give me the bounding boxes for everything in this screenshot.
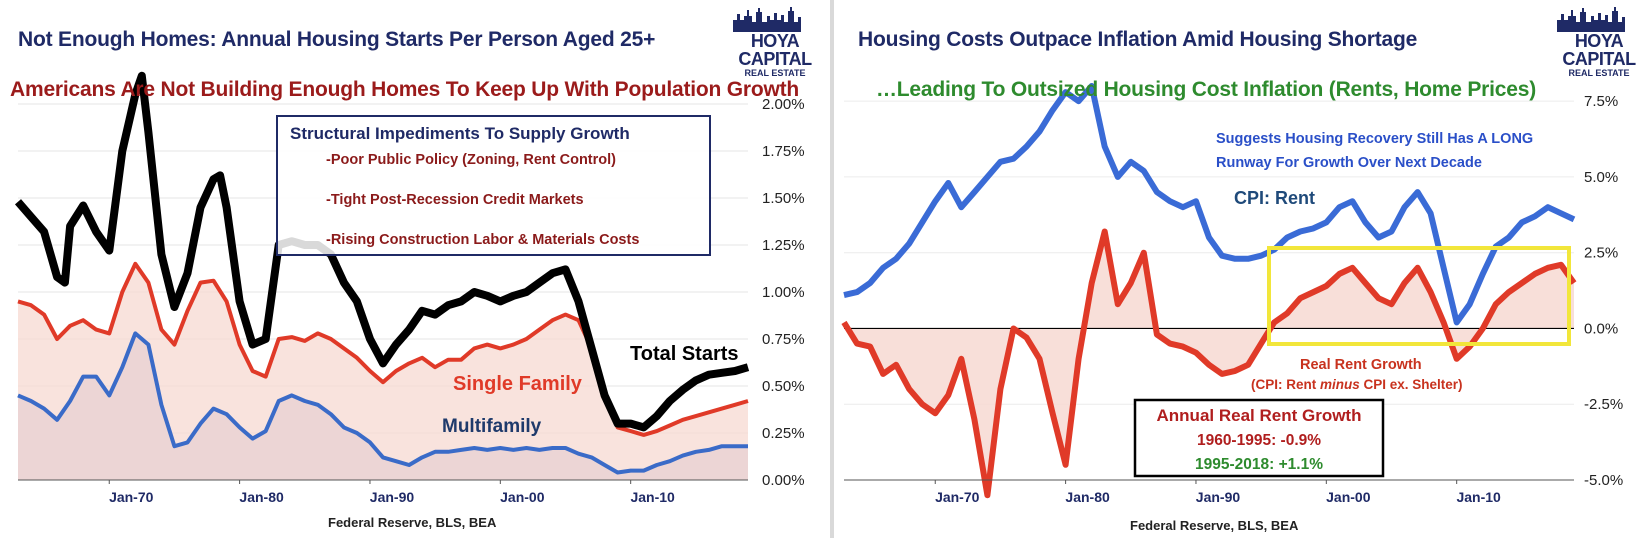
y-tick-label: 7.5%: [1584, 93, 1618, 110]
impediments-callout-box: [276, 115, 711, 256]
right-chart-panel: Housing Costs Outpace Inflation Amid Hou…: [834, 0, 1650, 538]
highlight-box: [1267, 246, 1571, 346]
right-chart-subtitle: …Leading To Outsized Housing Cost Inflat…: [876, 78, 1537, 101]
left-chart-panel: Not Enough Homes: Annual Housing Starts …: [10, 6, 822, 530]
real-rent-sub-label: (CPI: Rent minus CPI ex. Shelter): [1251, 377, 1463, 392]
skyline-icon: [733, 7, 801, 32]
y-tick-label: 5.0%: [1584, 169, 1618, 186]
callout-title: Structural Impediments To Supply Growth: [290, 124, 630, 143]
callout-item: -Rising Construction Labor & Materials C…: [326, 232, 639, 248]
x-tick-label: Jan-80: [239, 489, 284, 505]
box-line1: 1960-1995: -0.9%: [1197, 432, 1321, 449]
y-tick-label: -2.5%: [1584, 396, 1623, 413]
real-rent-sub-b: minus: [1320, 377, 1360, 392]
box-title: Annual Real Rent Growth: [1157, 406, 1362, 425]
y-tick-label: 0.00%: [762, 472, 805, 489]
x-tick-label: Jan-70: [109, 489, 154, 505]
x-tick-label: Jan-00: [500, 489, 545, 505]
y-tick-label: 0.50%: [762, 378, 805, 395]
hoya-capital-logo: HOYA CAPITAL REAL ESTATE: [1552, 6, 1646, 78]
recovery-note-line2: Runway For Growth Over Next Decade: [1216, 155, 1482, 171]
logo-line2: REAL ESTATE: [744, 68, 806, 78]
right-chart-title: Housing Costs Outpace Inflation Amid Hou…: [858, 28, 1418, 51]
callout-item: -Poor Public Policy (Zoning, Rent Contro…: [326, 152, 616, 168]
x-tick-label: Jan-90: [370, 489, 415, 505]
skyline-icon: [1557, 7, 1625, 32]
left-source-note: Federal Reserve, BLS, BEA: [328, 515, 497, 530]
real-rent-sub-c: CPI ex. Shelter): [1360, 377, 1463, 392]
y-tick-label: 0.0%: [1584, 320, 1618, 337]
y-tick-label: 2.5%: [1584, 245, 1618, 262]
right-source-note: Federal Reserve, BLS, BEA: [1130, 518, 1299, 533]
real-rent-label: Real Rent Growth: [1300, 357, 1422, 373]
single-family-label: Single Family: [453, 373, 583, 395]
single-family-line: [17, 261, 749, 437]
x-tick-label: Jan-00: [1326, 489, 1371, 505]
x-tick-label: Jan-80: [1065, 489, 1110, 505]
logo-line2: REAL ESTATE: [1568, 68, 1630, 78]
x-tick-label: Jan-90: [1196, 489, 1241, 505]
y-tick-label: 0.75%: [762, 331, 805, 348]
box-line2: 1995-2018: +1.1%: [1195, 456, 1323, 473]
y-tick-label: 2.00%: [762, 96, 805, 113]
hoya-capital-logo: HOYA CAPITAL REAL ESTATE: [728, 6, 822, 78]
recovery-note-line1: Suggests Housing Recovery Still Has A LO…: [1216, 131, 1533, 147]
x-tick-label: Jan-10: [630, 489, 675, 505]
left-chart-title: Not Enough Homes: Annual Housing Starts …: [18, 28, 656, 51]
x-tick-label: Jan-10: [1456, 489, 1501, 505]
total-starts-label: Total Starts: [630, 343, 739, 365]
y-tick-label: 1.50%: [762, 190, 805, 207]
x-tick-label: Jan-70: [935, 489, 980, 505]
real-rent-sub-a: (CPI: Rent: [1251, 377, 1320, 392]
y-tick-label: 1.75%: [762, 143, 805, 160]
logo-line1: HOYA CAPITAL: [738, 31, 812, 69]
multifamily-line: [17, 331, 748, 475]
right-chart-svg: Jan-70 Jan-80 Jan-90 Jan-00 Jan-10 7.5% 5.0% 2…: [841, 83, 1623, 533]
y-tick-label: -5.0%: [1584, 472, 1623, 489]
cpi-rent-label: CPI: Rent: [1234, 188, 1315, 208]
y-tick-label: 1.00%: [762, 284, 805, 301]
left-chart-subtitle: Americans Are Not Building Enough Homes …: [10, 78, 800, 101]
logo-line1: HOYA CAPITAL: [1562, 31, 1636, 69]
callout-item: -Tight Post-Recession Credit Markets: [326, 192, 584, 208]
cpi-rent-line: [843, 83, 1576, 326]
annual-real-rent-box: [1133, 398, 1385, 478]
multifamily-label: Multifamily: [442, 416, 542, 437]
panel-divider: [830, 0, 834, 538]
y-tick-label: 0.25%: [762, 425, 805, 442]
left-chart-svg: Jan-70 Jan-80 Jan-90 Jan-00 Jan-10 0.00% 0.25…: [14, 71, 805, 530]
total-starts-line: [14, 71, 750, 432]
real-rent-growth-line: [841, 228, 1577, 499]
y-tick-label: 1.25%: [762, 237, 805, 254]
